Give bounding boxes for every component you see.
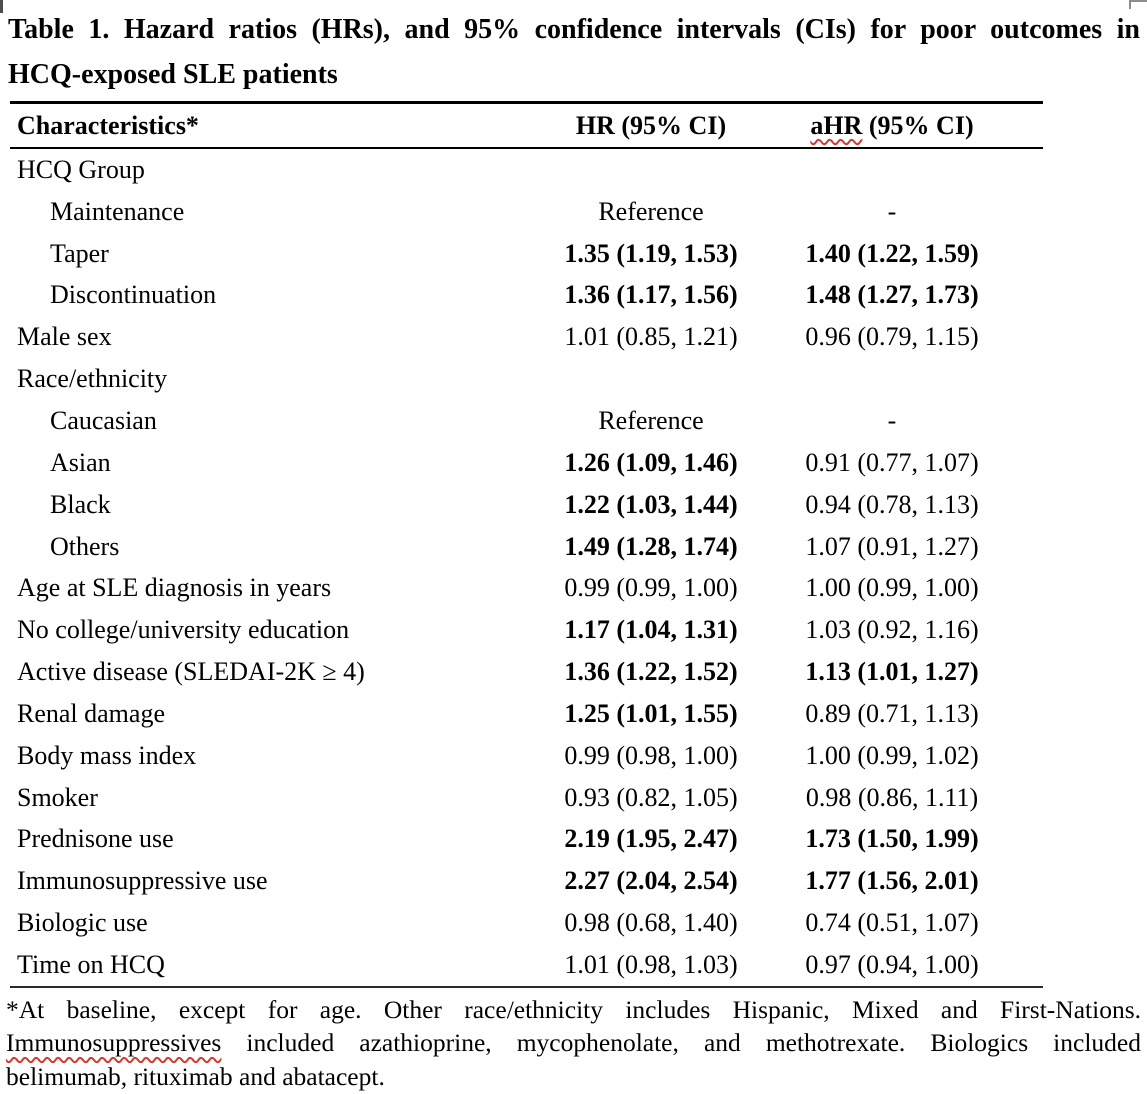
row-label: Male sex — [17, 322, 112, 352]
footnote-line3: belimumab, rituximab and abatacept. — [6, 1061, 385, 1091]
ahr-value: 1.00 (0.99, 1.00) — [805, 573, 979, 603]
table-row: Race/ethnicity — [10, 358, 1043, 400]
hr-value: 1.01 (0.98, 1.03) — [564, 949, 738, 979]
table-row: Time on HCQ 1.01 (0.98, 1.03) 0.97 (0.94… — [10, 944, 1043, 986]
table-row: Prednisone use 2.19 (1.95, 2.47) 1.73 (1… — [10, 819, 1043, 861]
table-row: Renal damage 1.25 (1.01, 1.55) 0.89 (0.7… — [10, 693, 1043, 735]
ahr-value: 1.48 (1.27, 1.73) — [805, 280, 979, 310]
row-label: Others — [50, 531, 120, 561]
hr-value: 1.01 (0.85, 1.21) — [564, 322, 738, 352]
hr-value: 1.36 (1.22, 1.52) — [564, 657, 738, 687]
table-row: Age at SLE diagnosis in years 0.99 (0.99… — [10, 567, 1043, 609]
hr-value: 1.22 (1.03, 1.44) — [564, 489, 738, 519]
table-row: Discontinuation 1.36 (1.17, 1.56) 1.48 (… — [10, 275, 1043, 317]
table-row: Taper 1.35 (1.19, 1.53) 1.40 (1.22, 1.59… — [10, 233, 1043, 275]
hr-value: 0.93 (0.82, 1.05) — [564, 782, 738, 812]
hr-value: 1.17 (1.04, 1.31) — [564, 615, 738, 645]
ahr-value: - — [887, 405, 897, 435]
table-header-row: Characteristics* HR (95% CI) aHR (95% CI… — [10, 104, 1043, 149]
row-label: HCQ Group — [17, 154, 145, 184]
hr-value: 2.27 (2.04, 2.54) — [564, 866, 738, 896]
table-row: Maintenance Reference - — [10, 191, 1043, 233]
ahr-value: 1.07 (0.91, 1.27) — [805, 531, 979, 561]
hazard-ratio-table: Characteristics* HR (95% CI) aHR (95% CI… — [10, 101, 1043, 988]
hr-value: 1.36 (1.17, 1.56) — [564, 280, 738, 310]
hr-value: 1.25 (1.01, 1.55) — [564, 698, 738, 728]
row-label: Immunosuppressive use — [17, 866, 268, 896]
table-row: Smoker 0.93 (0.82, 1.05) 0.98 (0.86, 1.1… — [10, 777, 1043, 819]
spellcheck-underlined-word: aHR — [810, 110, 863, 140]
table-row: Asian 1.26 (1.09, 1.46) 0.91 (0.77, 1.07… — [10, 442, 1043, 484]
ahr-value: 0.96 (0.79, 1.15) — [805, 322, 979, 352]
row-label: Active disease (SLEDAI-2K ≥ 4) — [17, 657, 365, 687]
table-title: Table 1. Hazard ratios (HRs), and 95% co… — [0, 0, 1147, 97]
hr-value: 2.19 (1.95, 2.47) — [564, 824, 738, 854]
row-label: Prednisone use — [17, 824, 174, 854]
table-row: Immunosuppressive use 2.27 (2.04, 2.54) … — [10, 860, 1043, 902]
hr-value: 0.99 (0.98, 1.00) — [564, 740, 738, 770]
ahr-value: 1.00 (0.99, 1.02) — [805, 740, 979, 770]
ahr-value: 1.40 (1.22, 1.59) — [805, 238, 979, 268]
hr-value: 1.35 (1.19, 1.53) — [564, 238, 738, 268]
ahr-value: 0.94 (0.78, 1.13) — [805, 489, 979, 519]
table-row: Black 1.22 (1.03, 1.44) 0.94 (0.78, 1.13… — [10, 484, 1043, 526]
ahr-value: 1.13 (1.01, 1.27) — [805, 657, 979, 687]
table-row: No college/university education 1.17 (1.… — [10, 609, 1043, 651]
ahr-value: 1.73 (1.50, 1.99) — [805, 824, 979, 854]
hr-value: 1.26 (1.09, 1.46) — [564, 447, 738, 477]
row-label: No college/university education — [17, 615, 350, 645]
column-header-ahr: aHR (95% CI) — [782, 111, 1002, 141]
row-label: Smoker — [17, 782, 98, 812]
table-footnote: *At baseline, except for age. Other race… — [6, 993, 1141, 1094]
footnote-line2-rest: included azathioprine, mycophenolate, an… — [221, 1028, 1141, 1058]
crop-artifact-right — [1129, 0, 1147, 9]
ahr-value: 1.03 (0.92, 1.16) — [805, 615, 979, 645]
ahr-value: 0.91 (0.77, 1.07) — [805, 447, 979, 477]
row-label: Age at SLE diagnosis in years — [17, 573, 332, 603]
row-label: Maintenance — [50, 196, 185, 226]
ahr-value: 0.74 (0.51, 1.07) — [805, 908, 979, 938]
ahr-value: 0.98 (0.86, 1.11) — [805, 782, 979, 812]
ahr-value: 1.77 (1.56, 2.01) — [805, 866, 979, 896]
table-row: Male sex 1.01 (0.85, 1.21) 0.96 (0.79, 1… — [10, 316, 1043, 358]
row-label: Discontinuation — [50, 280, 217, 310]
table-row: Others 1.49 (1.28, 1.74) 1.07 (0.91, 1.2… — [10, 526, 1043, 568]
row-label: Renal damage — [17, 698, 165, 728]
table-title-line1: Table 1. Hazard ratios (HRs), and 95% co… — [8, 14, 1140, 45]
row-label: Black — [50, 489, 111, 519]
table-row: Active disease (SLEDAI-2K ≥ 4) 1.36 (1.2… — [10, 651, 1043, 693]
footnote-line2: Immunosuppressives included azathioprine… — [6, 1026, 1141, 1060]
row-label: Caucasian — [50, 405, 157, 435]
ahr-value: - — [887, 196, 897, 226]
table-row: HCQ Group — [10, 149, 1043, 191]
row-label: Race/ethnicity — [17, 364, 168, 394]
table-row: Biologic use 0.98 (0.68, 1.40) 0.74 (0.5… — [10, 902, 1043, 944]
hr-value: Reference — [598, 196, 704, 226]
ahr-value: 0.89 (0.71, 1.13) — [805, 698, 979, 728]
column-header-ahr-rest: (95% CI) — [862, 110, 974, 140]
crop-artifact-left — [0, 0, 3, 13]
table-body: HCQ Group Maintenance Reference - Taper … — [10, 149, 1043, 986]
hr-value: 1.49 (1.28, 1.74) — [564, 531, 738, 561]
hr-value: 0.98 (0.68, 1.40) — [564, 908, 738, 938]
hr-value: Reference — [598, 405, 704, 435]
footnote-line1: *At baseline, except for age. Other race… — [6, 994, 1141, 1024]
table-title-line2: HCQ-exposed SLE patients — [8, 59, 338, 90]
table-row: Caucasian Reference - — [10, 400, 1043, 442]
row-label: Asian — [50, 447, 111, 477]
row-label: Time on HCQ — [17, 949, 165, 979]
hr-value: 0.99 (0.99, 1.00) — [564, 573, 738, 603]
table-row: Body mass index 0.99 (0.98, 1.00) 1.00 (… — [10, 735, 1043, 777]
row-label: Taper — [50, 238, 109, 268]
ahr-value: 0.97 (0.94, 1.00) — [805, 949, 979, 979]
column-header-hr: HR (95% CI) — [575, 110, 727, 140]
row-label: Body mass index — [17, 740, 197, 770]
spellcheck-underlined-word: Immunosuppressives — [6, 1028, 222, 1058]
row-label: Biologic use — [17, 908, 148, 938]
column-header-characteristics: Characteristics* — [17, 110, 199, 140]
